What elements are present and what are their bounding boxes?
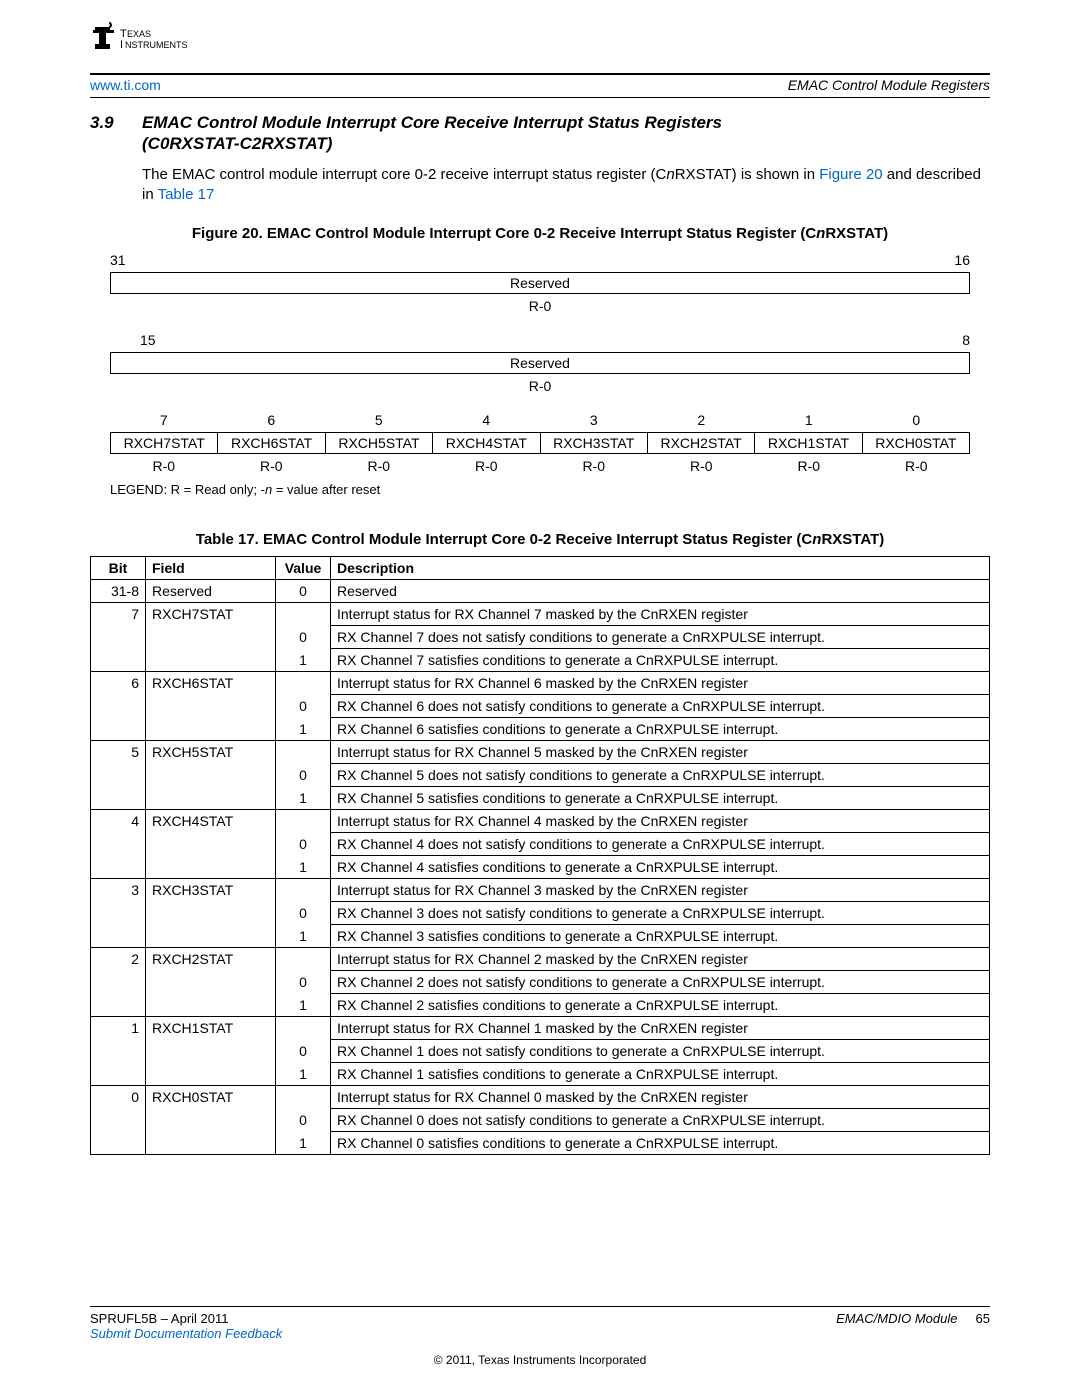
bit-label-7: 7 — [110, 410, 218, 430]
register-diagram: 31 16 Reserved R-0 15 8 Reserved R-0 765… — [110, 248, 970, 478]
header-section: EMAC Control Module Registers — [788, 77, 990, 93]
bit-label-31: 31 — [110, 250, 218, 270]
reserved-31-16: Reserved — [110, 272, 970, 294]
table-row: 1RX Channel 7 satisfies conditions to ge… — [91, 649, 990, 672]
bit-label-3: 3 — [540, 410, 648, 430]
table-row: 1RXCH1STATInterrupt status for RX Channe… — [91, 1017, 990, 1040]
table-row: 0RX Channel 5 does not satisfy condition… — [91, 764, 990, 787]
table-row: 1RX Channel 6 satisfies conditions to ge… — [91, 718, 990, 741]
bit-label-5: 5 — [325, 410, 433, 430]
table-link[interactable]: Table 17 — [158, 186, 215, 203]
bit-label-6: 6 — [218, 410, 326, 430]
table-row: 0RX Channel 3 does not satisfy condition… — [91, 902, 990, 925]
access-r0-31-16: R-0 — [110, 296, 970, 316]
field-RXCH1STAT: RXCH1STAT — [755, 432, 862, 454]
bit-label-15: 15 — [110, 330, 244, 350]
svg-text:T: T — [120, 28, 127, 40]
bit-label-16: 16 — [863, 250, 971, 270]
figure-link[interactable]: Figure 20 — [819, 166, 882, 183]
copyright: © 2011, Texas Instruments Incorporated — [90, 1353, 990, 1367]
ti-logo: T EXAS I NSTRUMENTS — [90, 20, 990, 65]
table-row: 3RXCH3STATInterrupt status for RX Channe… — [91, 879, 990, 902]
access-4: R-0 — [433, 456, 541, 476]
bit-label-1: 1 — [755, 410, 863, 430]
svg-text:EXAS: EXAS — [127, 29, 151, 39]
section-heading: 3.9 EMAC Control Module Interrupt Core R… — [90, 112, 990, 155]
table-row: 6RXCH6STATInterrupt status for RX Channe… — [91, 672, 990, 695]
table-row: 0RX Channel 2 does not satisfy condition… — [91, 971, 990, 994]
intro-paragraph: The EMAC control module interrupt core 0… — [142, 165, 990, 206]
th-value: Value — [276, 557, 331, 580]
footer-module: EMAC/MDIO Module — [836, 1311, 957, 1326]
access-5: R-0 — [325, 456, 433, 476]
bit-label-2: 2 — [648, 410, 756, 430]
field-RXCH3STAT: RXCH3STAT — [541, 432, 648, 454]
field-RXCH5STAT: RXCH5STAT — [326, 432, 433, 454]
table-row: 0RX Channel 7 does not satisfy condition… — [91, 626, 990, 649]
field-description-table: Bit Field Value Description 31-8Reserved… — [90, 556, 990, 1155]
header-url[interactable]: www.ti.com — [90, 77, 161, 93]
th-desc: Description — [331, 557, 990, 580]
access-2: R-0 — [648, 456, 756, 476]
bit-label-8: 8 — [866, 330, 970, 350]
table-row: 1RX Channel 4 satisfies conditions to ge… — [91, 856, 990, 879]
table-row: 1RX Channel 3 satisfies conditions to ge… — [91, 925, 990, 948]
table-row: 7RXCH7STATInterrupt status for RX Channe… — [91, 603, 990, 626]
field-RXCH6STAT: RXCH6STAT — [218, 432, 325, 454]
reserved-15-8: Reserved — [110, 352, 970, 374]
table-row: 1RX Channel 1 satisfies conditions to ge… — [91, 1063, 990, 1086]
table-row: 0RX Channel 4 does not satisfy condition… — [91, 833, 990, 856]
figure-caption: Figure 20. EMAC Control Module Interrupt… — [90, 225, 990, 242]
table-row: 1RX Channel 0 satisfies conditions to ge… — [91, 1132, 990, 1155]
access-6: R-0 — [218, 456, 326, 476]
field-RXCH0STAT: RXCH0STAT — [863, 432, 970, 454]
field-RXCH2STAT: RXCH2STAT — [648, 432, 755, 454]
table-row: 5RXCH5STATInterrupt status for RX Channe… — [91, 741, 990, 764]
th-field: Field — [146, 557, 276, 580]
svg-text:I: I — [120, 39, 123, 51]
table-caption: Table 17. EMAC Control Module Interrupt … — [90, 531, 990, 548]
feedback-link[interactable]: Submit Documentation Feedback — [90, 1326, 282, 1341]
section-number: 3.9 — [90, 112, 142, 155]
section-title-line1: EMAC Control Module Interrupt Core Recei… — [142, 113, 722, 132]
page-footer: SPRUFL5B – April 2011 EMAC/MDIO Module 6… — [90, 1306, 990, 1367]
table-row: 1RX Channel 5 satisfies conditions to ge… — [91, 787, 990, 810]
footer-docnum: SPRUFL5B – April 2011 — [90, 1311, 229, 1326]
access-1: R-0 — [755, 456, 863, 476]
access-3: R-0 — [540, 456, 648, 476]
field-RXCH7STAT: RXCH7STAT — [110, 432, 218, 454]
access-r0-15-8: R-0 — [110, 376, 970, 396]
table-row: 0RX Channel 0 does not satisfy condition… — [91, 1109, 990, 1132]
bit-label-4: 4 — [433, 410, 541, 430]
table-row: 1RX Channel 2 satisfies conditions to ge… — [91, 994, 990, 1017]
svg-text:NSTRUMENTS: NSTRUMENTS — [125, 40, 188, 50]
field-RXCH4STAT: RXCH4STAT — [433, 432, 540, 454]
table-row: 0RX Channel 1 does not satisfy condition… — [91, 1040, 990, 1063]
table-row: 4RXCH4STATInterrupt status for RX Channe… — [91, 810, 990, 833]
th-bit: Bit — [91, 557, 146, 580]
register-legend: LEGEND: R = Read only; -n = value after … — [110, 482, 970, 497]
bit-label-0: 0 — [863, 410, 971, 430]
access-7: R-0 — [110, 456, 218, 476]
access-0: R-0 — [863, 456, 971, 476]
section-title-line2: (C0RXSTAT-C2RXSTAT) — [142, 134, 332, 153]
table-row: 0RXCH0STATInterrupt status for RX Channe… — [91, 1086, 990, 1109]
table-row: 2RXCH2STATInterrupt status for RX Channe… — [91, 948, 990, 971]
table-row: 0RX Channel 6 does not satisfy condition… — [91, 695, 990, 718]
table-row: 31-8Reserved0Reserved — [91, 580, 990, 603]
footer-page: 65 — [976, 1311, 990, 1326]
ti-logo-icon: T EXAS I NSTRUMENTS — [90, 20, 230, 60]
